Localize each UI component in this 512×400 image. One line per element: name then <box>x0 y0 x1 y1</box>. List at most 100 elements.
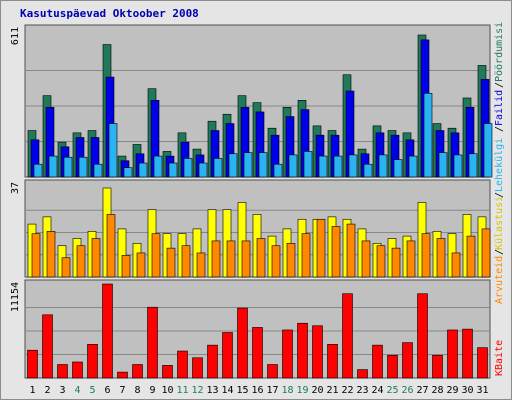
day-label-13: 13 <box>206 385 218 396</box>
day-label-31: 31 <box>476 385 488 396</box>
ymax-label-middle: 37 <box>10 182 21 194</box>
bar-top-Lehekülgi-9 <box>153 155 163 178</box>
bar-middle-Arvuteid-5 <box>91 238 101 278</box>
day-label-22: 22 <box>341 385 353 396</box>
bar-middle-Arvuteid-7 <box>121 255 131 278</box>
day-label-14: 14 <box>221 385 233 396</box>
bar-middle-Arvuteid-6 <box>106 214 116 278</box>
bar-middle-Arvuteid-20 <box>316 218 326 278</box>
chart-title: Kasutuspäevad Oktoober 2008 <box>20 7 199 20</box>
bar-top-Lehekülgi-11 <box>183 158 193 178</box>
side-sep-2: / <box>494 126 505 132</box>
bar-middle-Arvuteid-18 <box>286 243 296 278</box>
bar-bottom-KBaite-8 <box>132 364 143 379</box>
day-label-30: 30 <box>461 385 473 396</box>
bar-top-Lehekülgi-27 <box>423 93 433 178</box>
bar-bottom-KBaite-20 <box>312 325 323 379</box>
bar-bottom-KBaite-19 <box>297 322 308 379</box>
bar-middle-Arvuteid-22 <box>346 223 356 278</box>
bar-top-Lehekülgi-20 <box>318 155 328 178</box>
bar-bottom-KBaite-2 <box>42 314 53 379</box>
bar-bottom-KBaite-11 <box>177 350 188 379</box>
side-label-arvuteid: Arvuteid <box>494 256 505 304</box>
bar-top-Lehekülgi-15 <box>243 152 253 178</box>
side-label-failid: Failid <box>494 90 505 126</box>
bar-bottom-KBaite-16 <box>252 327 263 379</box>
side-label-kulastusi: Külastusi <box>494 196 505 250</box>
day-label-24: 24 <box>371 385 383 396</box>
day-label-8: 8 <box>134 385 140 396</box>
bar-top-Lehekülgi-17 <box>273 163 283 178</box>
bar-top-Lehekülgi-24 <box>378 154 388 178</box>
bar-middle-Arvuteid-16 <box>256 238 266 278</box>
day-label-19: 19 <box>296 385 308 396</box>
bar-top-Lehekülgi-19 <box>303 151 313 178</box>
bar-top-Lehekülgi-25 <box>393 159 403 178</box>
bar-middle-Arvuteid-24 <box>376 245 386 278</box>
bar-middle-Arvuteid-28 <box>436 238 446 278</box>
day-label-1: 1 <box>29 385 35 396</box>
ymax-label-bottom: 11154 <box>10 282 21 312</box>
bar-middle-Arvuteid-11 <box>181 245 191 278</box>
bar-top-Lehekülgi-10 <box>168 162 178 178</box>
bar-bottom-KBaite-14 <box>222 332 233 379</box>
side-label-lehekulgi: Lehekülgi <box>494 138 505 192</box>
bar-bottom-KBaite-24 <box>372 344 383 379</box>
side-sep-1: / <box>494 82 505 88</box>
day-label-26: 26 <box>401 385 413 396</box>
bar-middle-Arvuteid-25 <box>391 247 401 278</box>
day-label-10: 10 <box>161 385 173 396</box>
bar-top-Lehekülgi-22 <box>348 154 358 178</box>
side-sep-3: / <box>494 192 505 198</box>
bar-middle-Arvuteid-19 <box>301 233 311 278</box>
bar-top-Lehekülgi-4 <box>78 156 88 178</box>
bar-bottom-KBaite-28 <box>432 354 443 379</box>
bar-bottom-KBaite-26 <box>402 342 413 379</box>
bar-bottom-KBaite-25 <box>387 354 398 379</box>
bar-top-Lehekülgi-6 <box>108 123 118 178</box>
bar-top-Lehekülgi-5 <box>93 163 103 178</box>
bar-middle-Arvuteid-15 <box>241 240 251 278</box>
bar-middle-Arvuteid-23 <box>361 240 371 278</box>
bar-middle-Arvuteid-21 <box>331 226 341 278</box>
day-label-29: 29 <box>446 385 458 396</box>
bar-middle-Arvuteid-31 <box>481 228 491 278</box>
bar-bottom-KBaite-29 <box>447 329 458 379</box>
bar-bottom-KBaite-1 <box>27 349 38 379</box>
day-label-4: 4 <box>74 385 80 396</box>
day-label-5: 5 <box>89 385 95 396</box>
bar-top-Lehekülgi-28 <box>438 152 448 178</box>
bar-bottom-KBaite-22 <box>342 293 353 379</box>
bar-middle-Arvuteid-26 <box>406 240 416 278</box>
bar-bottom-KBaite-30 <box>462 328 473 379</box>
bar-bottom-KBaite-4 <box>72 361 83 379</box>
side-label-poordumisi: Pöördumisi <box>494 22 505 82</box>
day-label-28: 28 <box>431 385 443 396</box>
bar-middle-Arvuteid-14 <box>226 240 236 278</box>
bar-middle-Arvuteid-17 <box>271 245 281 278</box>
bar-top-Lehekülgi-3 <box>63 156 73 178</box>
side-label-kbaite: KBaite <box>494 340 505 376</box>
day-label-27: 27 <box>416 385 428 396</box>
bar-top-Lehekülgi-16 <box>258 152 268 178</box>
day-label-2: 2 <box>44 385 50 396</box>
bar-top-Lehekülgi-18 <box>288 154 298 178</box>
bar-bottom-KBaite-12 <box>192 357 203 379</box>
bar-top-Lehekülgi-21 <box>333 155 343 178</box>
day-label-20: 20 <box>311 385 323 396</box>
bar-bottom-KBaite-17 <box>267 364 278 379</box>
bar-top-Lehekülgi-1 <box>33 163 43 178</box>
bar-top-Lehekülgi-26 <box>408 155 418 178</box>
bar-top-Lehekülgi-8 <box>138 162 148 178</box>
day-label-21: 21 <box>326 385 338 396</box>
bar-middle-Arvuteid-1 <box>31 233 41 278</box>
bar-bottom-KBaite-15 <box>237 307 248 379</box>
bar-top-Lehekülgi-31 <box>483 123 493 178</box>
bar-bottom-KBaite-13 <box>207 344 218 379</box>
bar-bottom-KBaite-27 <box>417 293 428 379</box>
day-label-9: 9 <box>149 385 155 396</box>
bar-middle-Arvuteid-8 <box>136 252 146 278</box>
bar-bottom-KBaite-23 <box>357 369 368 379</box>
bar-bottom-KBaite-9 <box>147 306 158 379</box>
